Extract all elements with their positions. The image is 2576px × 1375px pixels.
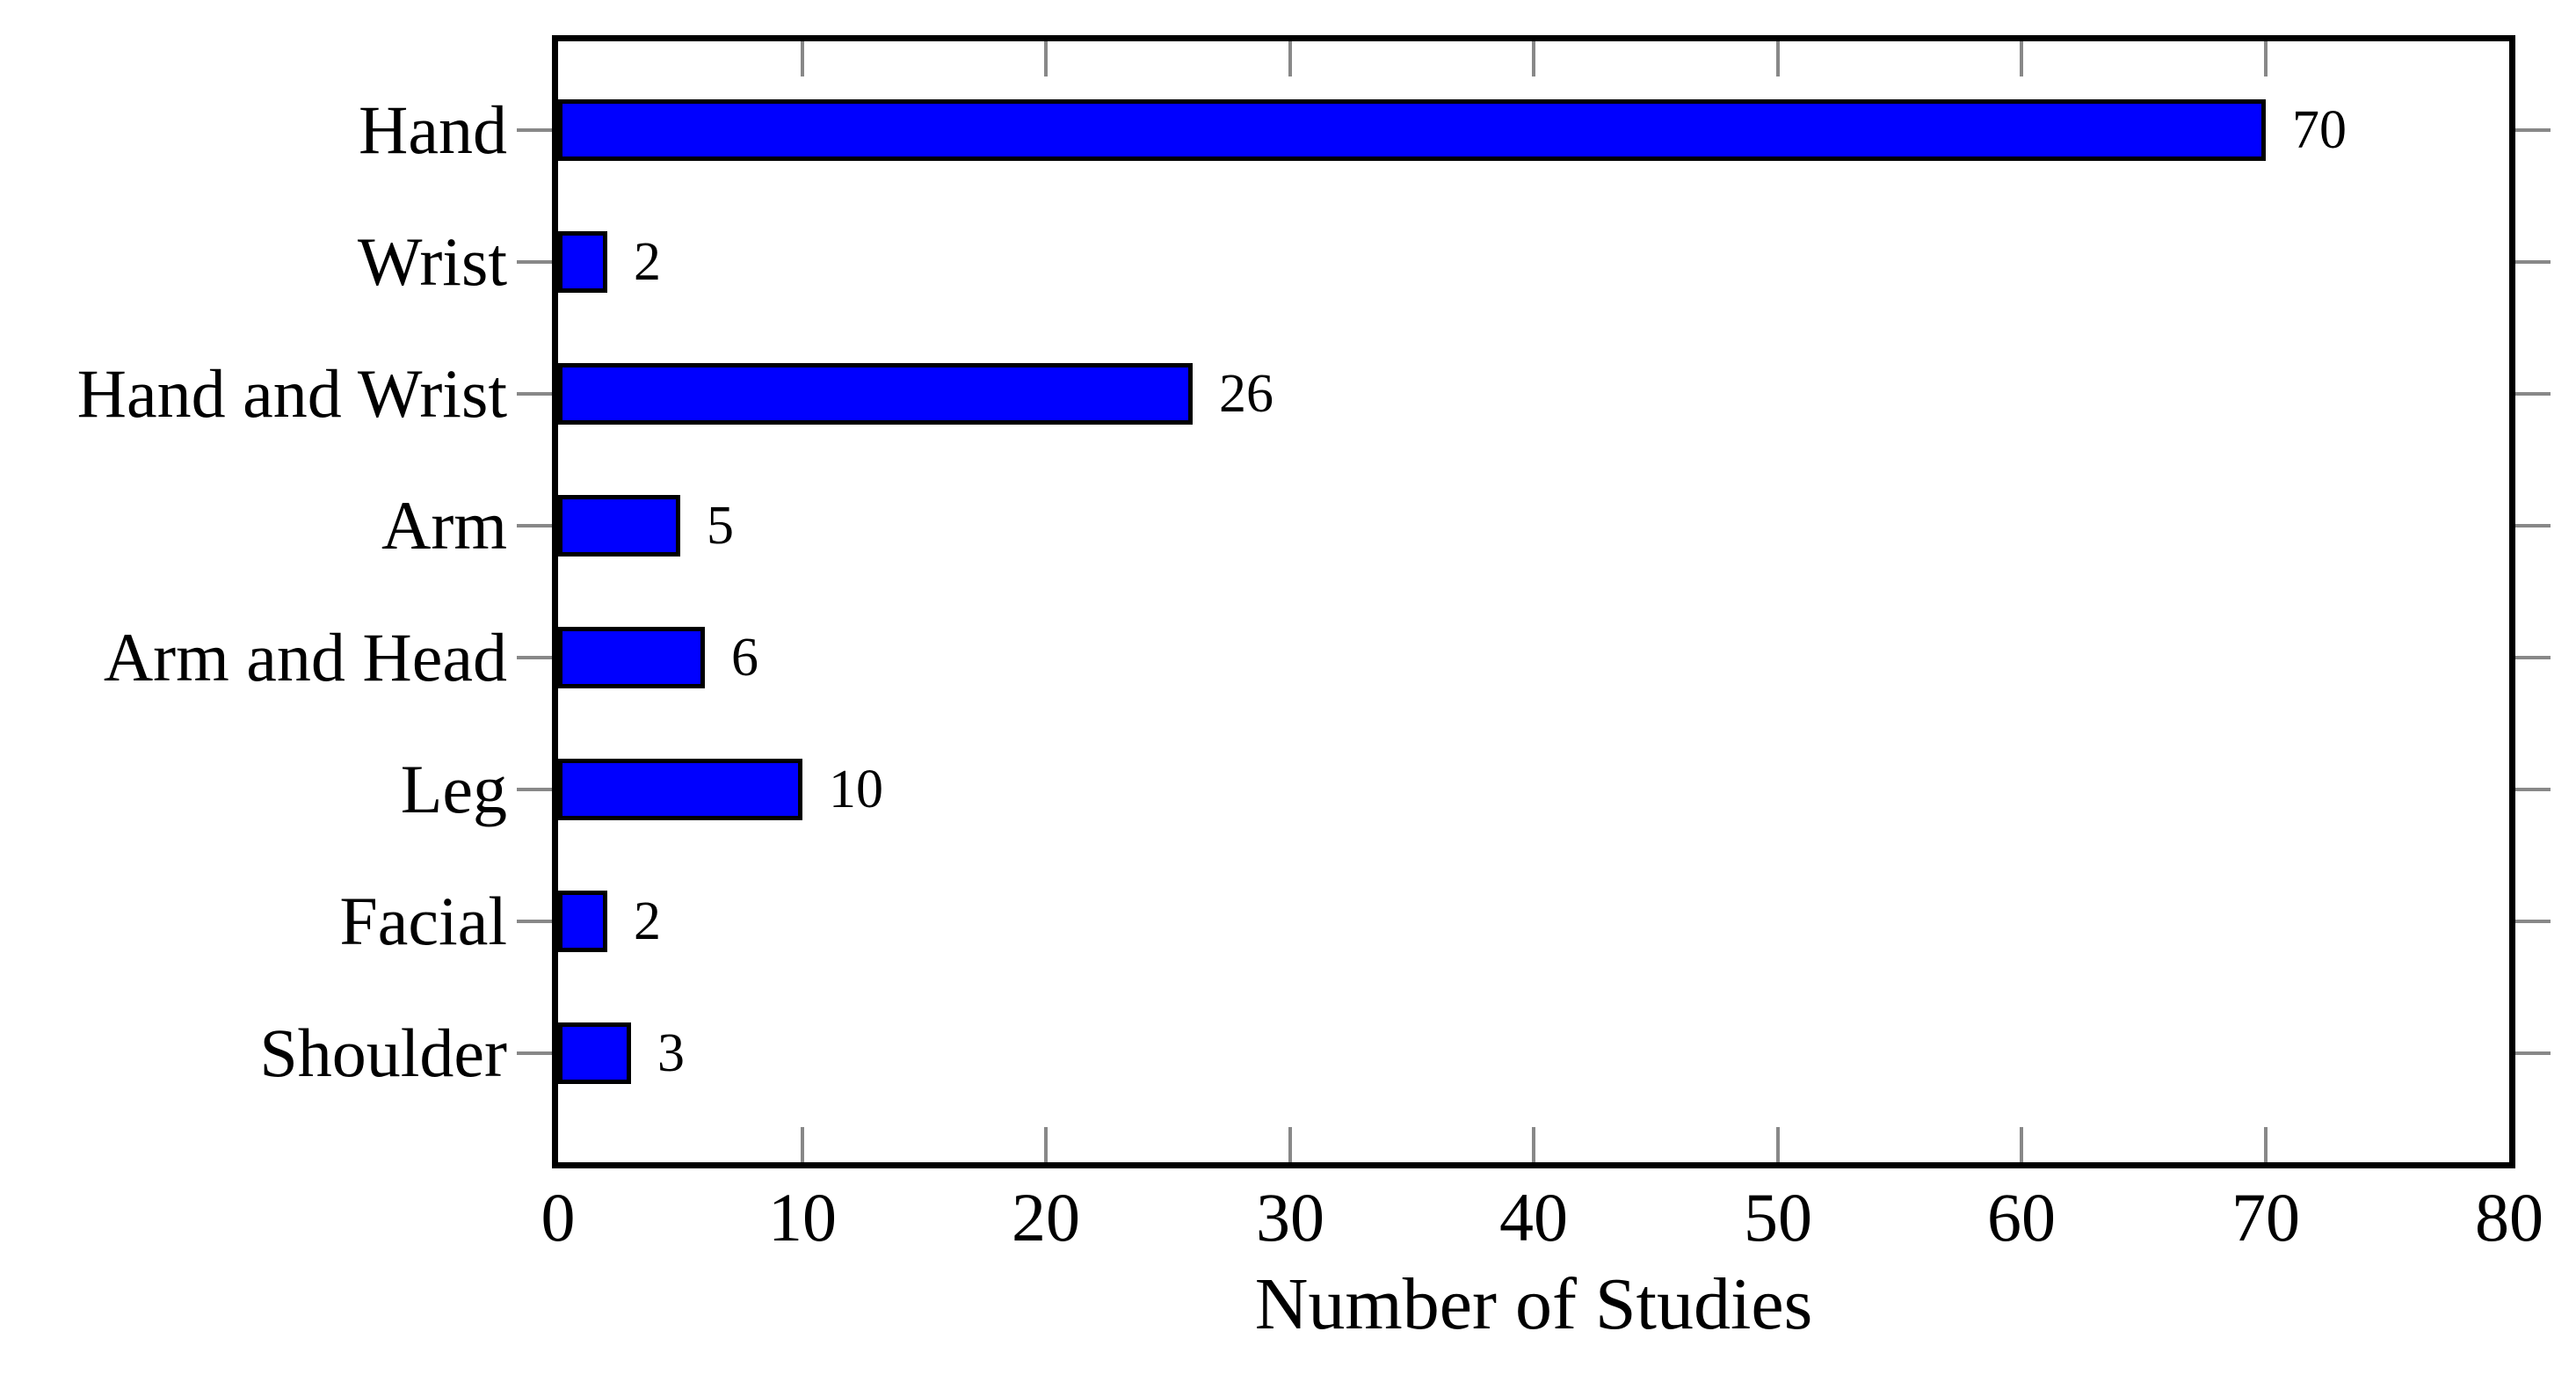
bar [558, 99, 2266, 161]
y-axis-tick-right [2515, 1051, 2551, 1055]
x-axis-tick-label: 80 [2475, 1179, 2543, 1255]
x-axis-tick-top [1044, 41, 1048, 76]
y-axis-category-label: Wrist [357, 223, 507, 300]
bar-value-label: 6 [731, 628, 758, 688]
y-axis-tick-left [517, 1051, 552, 1055]
x-axis-tick-bottom [801, 1127, 804, 1162]
bar [558, 1022, 631, 1084]
bar [558, 891, 607, 952]
y-axis-category-label: Hand and Wrist [76, 355, 507, 432]
bar [558, 759, 802, 820]
bar-value-label: 2 [634, 232, 661, 292]
bar-value-label: 3 [657, 1023, 685, 1083]
y-axis-tick-left [517, 920, 552, 923]
y-axis-category-label: Shoulder [259, 1015, 507, 1091]
bar-value-label: 2 [634, 891, 661, 951]
x-axis-tick-top [2020, 41, 2023, 76]
x-axis-tick-top [1532, 41, 1535, 76]
x-axis-tick-label: 10 [768, 1179, 837, 1255]
bar-value-label: 5 [707, 496, 734, 556]
y-axis-tick-left [517, 392, 552, 396]
y-axis-tick-left [517, 788, 552, 791]
bar [558, 231, 607, 293]
y-axis-tick-right [2515, 392, 2551, 396]
bar-value-label: 26 [1219, 364, 1273, 424]
bar-value-label: 10 [829, 760, 883, 819]
x-axis-tick-bottom [1288, 1127, 1292, 1162]
x-axis-tick-label: 0 [541, 1179, 576, 1255]
y-axis-tick-left [517, 524, 552, 527]
y-axis-tick-left [517, 260, 552, 264]
y-axis-category-label: Leg [400, 751, 507, 827]
y-axis-category-label: Arm and Head [103, 619, 507, 695]
x-axis-tick-label: 20 [1012, 1179, 1080, 1255]
bar [558, 627, 705, 688]
x-axis-tick-top [2264, 41, 2268, 76]
x-axis-tick-label: 50 [1744, 1179, 1812, 1255]
x-axis-tick-bottom [1776, 1127, 1780, 1162]
x-axis-title: Number of Studies [1254, 1263, 1813, 1345]
bar [558, 495, 680, 557]
x-axis-tick-bottom [1044, 1127, 1048, 1162]
x-axis-tick-label: 30 [1256, 1179, 1324, 1255]
bar [558, 363, 1193, 425]
y-axis-tick-right [2515, 260, 2551, 264]
x-axis-tick-label: 70 [2231, 1179, 2300, 1255]
x-axis-tick-bottom [2020, 1127, 2023, 1162]
y-axis-tick-right [2515, 656, 2551, 659]
y-axis-category-label: Arm [381, 487, 507, 564]
y-axis-tick-left [517, 656, 552, 659]
x-axis-tick-top [1288, 41, 1292, 76]
x-axis-tick-label: 40 [1499, 1179, 1568, 1255]
plot-area: 70 2 26 5 6 10 2 3 [552, 35, 2515, 1168]
y-axis-category-label: Hand [359, 91, 507, 168]
y-axis-category-label: Facial [339, 883, 507, 959]
y-axis-tick-right [2515, 128, 2551, 132]
x-axis-tick-top [801, 41, 804, 76]
y-axis-tick-right [2515, 524, 2551, 527]
x-axis-tick-label: 60 [1987, 1179, 2056, 1255]
x-axis-tick-top [1776, 41, 1780, 76]
bar-value-label: 70 [2292, 100, 2347, 160]
y-axis-tick-right [2515, 788, 2551, 791]
y-axis-tick-right [2515, 920, 2551, 923]
x-axis-tick-bottom [1532, 1127, 1535, 1162]
y-axis-tick-left [517, 128, 552, 132]
x-axis-tick-bottom [2264, 1127, 2268, 1162]
